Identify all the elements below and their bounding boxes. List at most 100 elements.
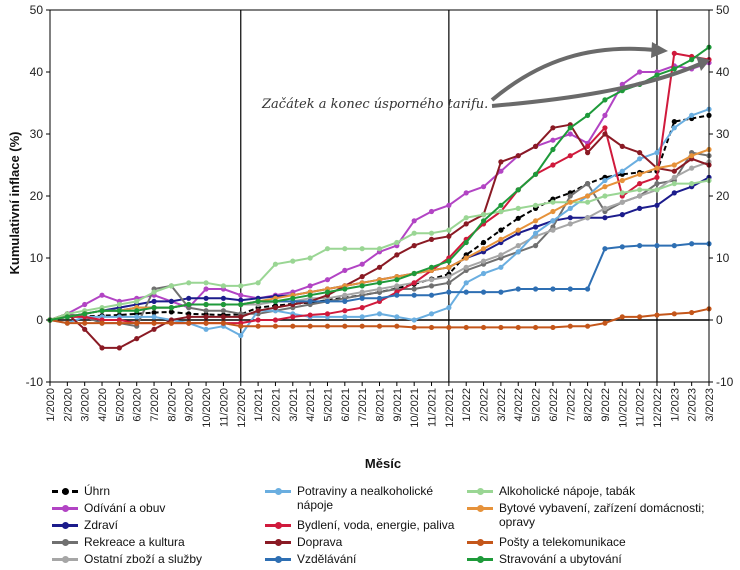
data-point <box>255 280 261 286</box>
data-point <box>99 308 105 314</box>
data-point <box>498 208 504 215</box>
data-point <box>550 125 556 131</box>
x-tick-label: 11/2022 <box>635 388 647 427</box>
series-11 <box>47 306 712 331</box>
y-axis-right-ticks: -10 0 10 20 30 40 50 <box>709 3 734 389</box>
annotation-text: Začátek a konec úsporného tarifu. <box>261 97 488 112</box>
data-point <box>671 174 677 180</box>
x-tick-label: 3/2022 <box>496 388 508 422</box>
data-point <box>324 311 331 317</box>
data-point <box>203 314 209 320</box>
data-point <box>671 168 677 174</box>
x-tick-label: 1/2022 <box>461 388 473 422</box>
y-tick-label-left: 30 <box>30 127 44 141</box>
legend-item: Ostatní zboží a služby <box>52 552 252 566</box>
data-point <box>498 264 504 270</box>
data-point <box>585 150 591 156</box>
y-tick-label-left: 40 <box>30 65 44 79</box>
data-point <box>168 305 174 311</box>
data-point <box>671 66 677 72</box>
data-point <box>550 137 556 143</box>
data-point <box>134 336 140 342</box>
data-point <box>654 312 660 318</box>
data-point <box>411 230 417 236</box>
data-point <box>428 264 435 270</box>
data-point <box>116 308 122 314</box>
x-tick-label: 3/2021 <box>288 388 300 422</box>
data-point <box>498 289 504 295</box>
data-point <box>411 218 417 224</box>
data-point <box>134 308 140 314</box>
data-point <box>307 312 313 318</box>
data-point <box>463 215 469 221</box>
data-point <box>602 184 608 190</box>
legend-label: Doprava <box>297 535 343 549</box>
data-point <box>498 236 504 242</box>
data-point <box>550 146 556 153</box>
data-point <box>116 320 122 326</box>
x-tick-label: 7/2020 <box>149 388 161 422</box>
data-point <box>550 199 556 205</box>
data-point <box>567 221 573 227</box>
legend-swatch <box>265 484 291 498</box>
x-tick-label: 7/2022 <box>565 388 577 422</box>
x-tick-label: 1/2020 <box>45 388 57 422</box>
data-point <box>480 289 487 295</box>
data-point <box>134 314 140 320</box>
x-tick-label: 11/2021 <box>427 388 439 427</box>
x-tick-label: 8/2022 <box>583 388 595 422</box>
legend-item: Pošty a telekomunikace <box>467 535 732 549</box>
data-point <box>654 165 660 171</box>
data-point <box>376 286 383 292</box>
data-point <box>220 283 227 289</box>
data-point <box>359 274 365 280</box>
data-point <box>394 277 400 283</box>
data-point <box>602 177 608 184</box>
data-point <box>428 208 435 215</box>
data-point <box>567 205 573 211</box>
data-point <box>463 239 469 246</box>
legend-item: Rekreace a kultura <box>52 535 252 549</box>
data-point <box>515 153 521 159</box>
x-tick-label: 4/2020 <box>97 388 109 422</box>
data-point <box>671 181 677 187</box>
data-point <box>151 309 157 316</box>
data-point <box>689 241 695 247</box>
data-point <box>394 292 400 298</box>
y-tick-label-left: 0 <box>36 313 43 327</box>
data-point <box>411 286 417 292</box>
series-9 <box>47 177 712 323</box>
data-point <box>602 246 608 252</box>
x-tick-label: 9/2020 <box>184 388 196 422</box>
data-point <box>532 202 539 208</box>
data-point <box>203 320 209 326</box>
data-point <box>602 112 608 118</box>
data-point <box>272 323 279 329</box>
data-point <box>689 181 695 187</box>
data-point <box>220 301 227 308</box>
data-point <box>428 283 435 289</box>
data-point <box>324 323 331 329</box>
data-point <box>376 246 383 252</box>
data-point <box>428 236 435 242</box>
legend-label: Pošty a telekomunikace <box>499 535 626 549</box>
x-tick-label: 3/2023 <box>704 388 716 422</box>
data-point <box>99 292 105 298</box>
data-point <box>64 320 70 326</box>
x-tick-label: 8/2020 <box>166 388 178 422</box>
data-point <box>480 246 487 252</box>
legend-item: Bytové vybavení, zařízení domácnosti; op… <box>467 501 732 529</box>
data-point <box>567 125 573 131</box>
x-tick-label: 7/2021 <box>357 388 369 422</box>
data-point <box>290 258 296 264</box>
data-point <box>498 227 504 233</box>
data-point <box>376 280 383 286</box>
data-point <box>602 125 608 131</box>
data-point <box>203 295 209 301</box>
annotation-arrow-1 <box>490 46 656 102</box>
data-point <box>550 162 556 168</box>
data-point <box>532 243 539 249</box>
y-tick-label-right: 50 <box>716 3 730 17</box>
data-point <box>307 283 313 289</box>
data-point <box>567 131 573 137</box>
